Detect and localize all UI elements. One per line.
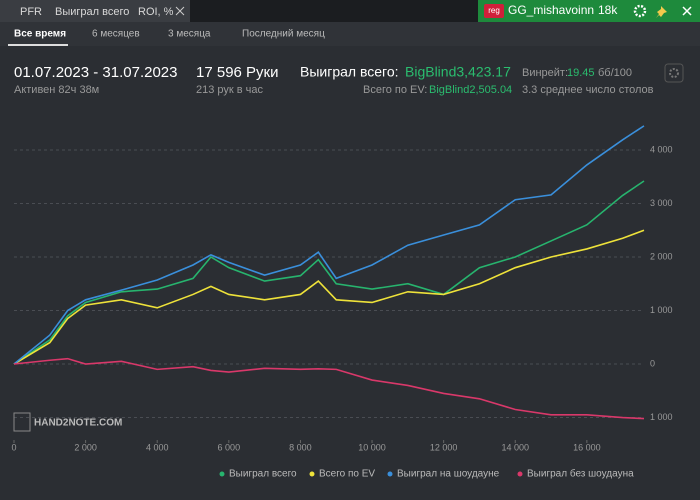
plot: 1 000 0 1 000 2 000 3 000 4 000 0 2 000 4 000 6 0… bbox=[11, 125, 673, 452]
y-tick-label: 3 000 bbox=[650, 198, 673, 208]
close-icon[interactable] bbox=[682, 6, 692, 16]
period-tab[interactable]: Последний месяц bbox=[242, 29, 325, 40]
winrate-unit: бб/100 bbox=[598, 67, 632, 79]
logo-icon bbox=[13, 412, 31, 432]
tab[interactable]: Выиграл всего bbox=[55, 6, 129, 18]
won-value: BigBlind3,423.17 bbox=[405, 64, 511, 80]
x-tick-label: 0 bbox=[11, 442, 16, 452]
tab-strip bbox=[0, 0, 190, 22]
winrate-value: 19.45 bbox=[567, 67, 595, 79]
ev-label: Всего по EV: bbox=[363, 84, 427, 96]
y-tick-label: 2 000 bbox=[650, 251, 673, 261]
legend-marker bbox=[517, 471, 523, 477]
badge bbox=[484, 4, 504, 18]
series-line bbox=[13, 229, 645, 365]
legend: Выиграл всего Всего по EV Выиграл на шоуда… bbox=[219, 468, 634, 480]
user-bar bbox=[478, 0, 700, 22]
period-tab[interactable]: 3 месяца bbox=[168, 29, 211, 40]
won-label: Выиграл всего: bbox=[300, 64, 399, 80]
x-tick-label: 2 000 bbox=[74, 442, 97, 452]
x-tick-label: 10 000 bbox=[358, 442, 386, 452]
active-underline bbox=[8, 44, 68, 46]
tab[interactable]: PFR bbox=[20, 6, 42, 18]
badge-text: reg bbox=[488, 6, 500, 15]
watermark: HAND2NOTE.COM bbox=[34, 418, 122, 429]
series-line bbox=[13, 180, 645, 365]
legend-marker bbox=[219, 471, 225, 477]
series-line bbox=[13, 125, 645, 365]
x-tick-label: 6 000 bbox=[218, 442, 241, 452]
stake: 18k bbox=[598, 3, 618, 17]
y-tick-label: 4 000 bbox=[650, 144, 673, 154]
close-icon[interactable] bbox=[175, 6, 185, 16]
x-tick-label: 8 000 bbox=[289, 442, 312, 452]
legend-label: Всего по EV bbox=[319, 469, 375, 480]
ev-value: BigBlind2,505.04 bbox=[429, 84, 512, 96]
period-tab[interactable]: Все время bbox=[14, 29, 66, 40]
period-tab[interactable]: 6 месяцев bbox=[92, 29, 140, 40]
pin-icon[interactable] bbox=[656, 6, 667, 18]
hands: 17 596 Руки bbox=[196, 64, 279, 81]
settings-icon bbox=[669, 68, 679, 78]
legend-label: Выиграл на шоудауне bbox=[397, 469, 500, 480]
y-tick-label: 1 000 bbox=[650, 412, 673, 422]
series-line bbox=[13, 357, 645, 420]
x-tick-label: 16 000 bbox=[573, 442, 601, 452]
legend-label: Выиграл без шоудауна bbox=[527, 468, 634, 480]
x-tick-label: 4 000 bbox=[146, 442, 169, 452]
period-bar bbox=[0, 22, 700, 46]
user-name: GG_mishavoinn bbox=[508, 3, 594, 17]
y-tick-label: 1 000 bbox=[650, 305, 673, 315]
hands-per-hour: 213 рук в час bbox=[196, 84, 264, 96]
legend-label: Выиграл всего bbox=[229, 469, 297, 480]
tables: 3.3 среднее число столов bbox=[522, 84, 654, 96]
tab[interactable]: ROI, % bbox=[138, 6, 174, 18]
legend-marker bbox=[387, 471, 393, 477]
x-tick-label: 12 000 bbox=[430, 442, 458, 452]
active-time: Активен 82ч 38м bbox=[14, 84, 99, 96]
y-tick-label: 0 bbox=[650, 358, 655, 368]
x-tick-label: 14 000 bbox=[501, 442, 529, 452]
settings-button[interactable] bbox=[664, 63, 684, 83]
legend-marker bbox=[309, 471, 315, 477]
gear-icon[interactable] bbox=[633, 4, 647, 18]
date-range: 01.07.2023 - 31.07.2023 bbox=[14, 64, 177, 81]
winrate-label: Винрейт: bbox=[522, 67, 568, 79]
